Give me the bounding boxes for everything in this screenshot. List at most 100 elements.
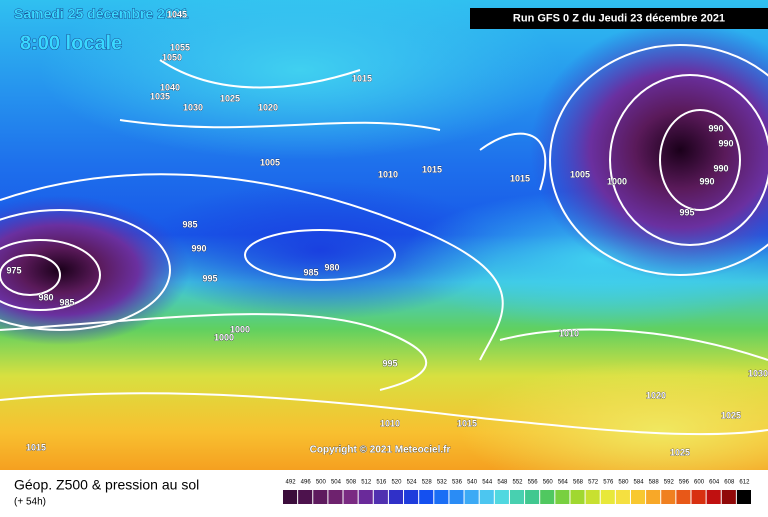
footer-title: Géop. Z500 & pression au sol: [14, 477, 199, 493]
scale-label: 508: [346, 480, 357, 486]
scale-label: 612: [739, 480, 750, 486]
run-banner: [470, 8, 768, 29]
isobar-label: 1000: [230, 324, 250, 334]
scale-swatch: [419, 490, 434, 504]
scale-swatch: [570, 490, 585, 504]
scale-label: 540: [467, 480, 478, 486]
isobar-label: 975: [6, 265, 21, 275]
isobar-label: 985: [303, 267, 318, 277]
scale-label: 536: [452, 480, 463, 486]
scale-swatch: [661, 490, 676, 504]
isobar-label: 1025: [670, 447, 690, 457]
isobar-label: 1000: [214, 332, 234, 342]
isobar-label: 995: [202, 273, 217, 283]
isobar-label: 1010: [380, 418, 400, 428]
isobar-label: 985: [182, 219, 197, 229]
scale-swatch: [313, 490, 328, 504]
isobar-label: 1045: [167, 9, 187, 19]
scale-swatch: [358, 490, 373, 504]
scale-label: 512: [361, 480, 372, 486]
isobar-label: 1015: [422, 164, 442, 174]
lead-time: (+ 54h): [14, 497, 46, 508]
scale-label: 532: [437, 480, 448, 486]
scale-swatch: [721, 490, 736, 504]
isobar-label: 990: [699, 176, 714, 186]
isobar-label: 1030: [183, 102, 203, 112]
scale-label: 496: [301, 480, 312, 486]
scale-label: 588: [649, 480, 660, 486]
scale-swatch: [736, 490, 751, 504]
isobar-label: 1050: [162, 52, 182, 62]
isobar-label: 995: [679, 207, 694, 217]
isobar-label: 1015: [510, 173, 530, 183]
isobar-label: 1010: [378, 169, 398, 179]
scale-label: 580: [618, 480, 629, 486]
isobar-label: 1015: [26, 442, 46, 452]
scale-swatch: [630, 490, 646, 504]
scale-label: 600: [694, 480, 705, 486]
scale-swatch: [449, 490, 464, 504]
scale-swatch: [706, 490, 721, 504]
low-pressure: [530, 20, 768, 280]
isobar-label: 995: [382, 358, 397, 368]
scale-swatch: [509, 490, 525, 504]
isobar-label: 985: [59, 297, 74, 307]
run-info: Run GFS 0 Z du Jeudi 23 décembre 2021: [513, 12, 725, 24]
isobar-label: 1025: [220, 93, 240, 103]
isobar-label: 990: [708, 123, 723, 133]
scale-swatch: [615, 490, 630, 504]
scale-swatch: [479, 490, 494, 504]
scale-label: 584: [634, 480, 645, 486]
isobar-label: 990: [718, 138, 733, 148]
scale-swatch: [525, 490, 540, 504]
isobar-label: 1030: [748, 368, 768, 378]
scale-label: 544: [482, 480, 493, 486]
scale-label: 552: [512, 480, 523, 486]
isobar-label: 1000: [607, 176, 627, 186]
scale-label: 548: [497, 480, 508, 486]
time: 8:00 locale: [20, 32, 122, 54]
scale-label: 568: [573, 480, 584, 486]
field: [140, 180, 500, 320]
scale-label: 500: [316, 480, 327, 486]
scale-swatch: [373, 490, 388, 504]
scale-swatch: [298, 490, 313, 504]
scale-swatch: [434, 490, 449, 504]
copyright: Copyright © 2021 Meteociel.fr: [310, 445, 451, 456]
isobar-label: 1005: [260, 157, 280, 167]
isobar-label: 1015: [352, 73, 372, 83]
field: [40, 0, 560, 160]
scale-label: 504: [331, 480, 342, 486]
isobar-label: 1040: [160, 82, 180, 92]
isobar-label: 1010: [559, 328, 579, 338]
scale-label: 592: [664, 480, 675, 486]
scale-swatch: [555, 490, 570, 504]
scale-label: 556: [528, 480, 539, 486]
isobar-label: 1005: [570, 169, 590, 179]
isobar-label: 1035: [150, 91, 170, 101]
scale-swatch: [283, 490, 298, 504]
scale-swatch: [691, 490, 706, 504]
scale-label: 560: [543, 480, 554, 486]
scale-label: 524: [407, 480, 418, 486]
low-pressure: [0, 195, 190, 345]
scale-swatch: [600, 490, 615, 504]
isobar-label: 1025: [721, 410, 741, 420]
scale-label: 564: [558, 480, 569, 486]
scale-label: 516: [376, 480, 387, 486]
scale-swatch: [540, 490, 555, 504]
isobar-label: 990: [713, 163, 728, 173]
date: Samedi 25 décembre 2021: [14, 6, 189, 22]
scale-swatch: [585, 490, 600, 504]
scale-label: 572: [588, 480, 599, 486]
scale-swatch: [646, 490, 661, 504]
scale-label: 520: [391, 480, 402, 486]
scale-swatch: [404, 490, 419, 504]
isobar-label: 1020: [646, 390, 666, 400]
isobar-label: 990: [191, 243, 206, 253]
isobar-label: 1015: [457, 418, 477, 428]
scale-swatch: [328, 490, 343, 504]
scale-label: 528: [422, 480, 433, 486]
